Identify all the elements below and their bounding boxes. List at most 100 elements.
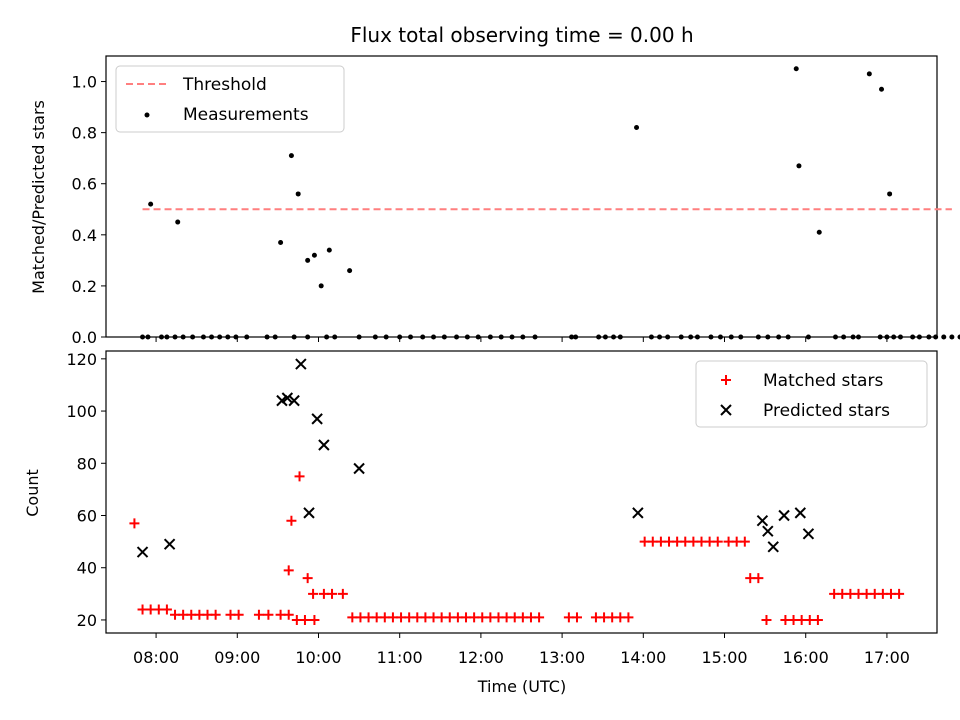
x-axis-label: Time (UTC) <box>477 677 566 696</box>
measurement-point <box>278 239 284 245</box>
x-tick-label: 14:00 <box>620 648 666 667</box>
measurement-point <box>200 334 206 340</box>
matched-point <box>129 518 140 529</box>
predicted-point <box>295 358 307 370</box>
measurement-point <box>949 334 955 340</box>
measurement-point <box>520 334 526 340</box>
legend-predicted-label: Predicted stars <box>763 401 890 421</box>
measurement-point <box>324 334 330 340</box>
top-y-axis-label: Matched/Predicted stars <box>29 100 48 294</box>
measurement-point <box>326 247 332 253</box>
measurement-point <box>611 334 617 340</box>
matched-point <box>309 614 320 625</box>
measurement-point <box>498 334 504 340</box>
measurement-point <box>288 153 294 159</box>
y-tick-label: 120 <box>66 350 97 369</box>
matched-point <box>308 588 319 599</box>
matched-point <box>753 573 764 584</box>
matched-point <box>299 614 310 625</box>
measurement-point <box>776 334 782 340</box>
legend-box <box>695 360 928 428</box>
matched-point <box>327 588 338 599</box>
measurement-point <box>175 219 181 225</box>
measurement-point <box>678 334 684 340</box>
measurement-point <box>172 334 178 340</box>
measurement-point <box>866 71 872 77</box>
x-tick-label: 15:00 <box>701 648 747 667</box>
measurement-point <box>957 334 960 340</box>
matched-point <box>286 515 297 526</box>
matched-point <box>253 609 264 620</box>
measurement-point <box>879 86 885 92</box>
predicted-point <box>802 528 815 540</box>
measurement-point <box>796 163 802 169</box>
measurement-point <box>532 334 538 340</box>
measurement-point <box>180 334 186 340</box>
matched-point <box>283 565 294 576</box>
measurement-point <box>295 191 301 197</box>
plot-frame <box>105 350 938 634</box>
predicted-point <box>353 462 365 475</box>
matched-point <box>712 536 723 547</box>
measurement-point <box>573 334 579 340</box>
measurement-point <box>694 334 700 340</box>
y-tick-label: 0.0 <box>72 328 97 347</box>
matched-point <box>283 609 294 620</box>
measurement-point <box>158 334 164 340</box>
predicted-point <box>281 392 294 404</box>
matched-point <box>761 614 772 625</box>
matched-point <box>210 609 221 620</box>
y-tick-label: 0.8 <box>72 124 97 143</box>
predicted-point <box>632 507 644 519</box>
predicted-point <box>303 507 315 519</box>
measurement-point <box>291 334 297 340</box>
measurement-point <box>441 334 447 340</box>
matched-point <box>263 609 274 620</box>
x-tick-label: 17:00 <box>864 648 910 667</box>
legend-matched-label: Matched stars <box>763 371 883 391</box>
measurement-point <box>244 334 250 340</box>
matched-point <box>302 573 313 584</box>
x-tick-label: 13:00 <box>539 648 585 667</box>
chart-title: Flux total observing time = 0.00 h <box>350 23 693 47</box>
measurement-point <box>755 334 761 340</box>
matched-point <box>571 612 582 623</box>
measurement-point <box>884 334 890 340</box>
measurement-point <box>708 334 714 340</box>
measurement-point <box>383 334 389 340</box>
measurement-point <box>464 334 470 340</box>
legend-threshold-label: Threshold <box>182 75 267 95</box>
matched-point <box>294 471 305 482</box>
measurement-point <box>910 334 916 340</box>
measurement-point <box>209 334 215 340</box>
x-tick-label: 11:00 <box>377 648 423 667</box>
x-tick-label: 08:00 <box>133 648 179 667</box>
measurement-point <box>509 334 515 340</box>
measurement-point <box>475 334 481 340</box>
measurement-point <box>225 334 231 340</box>
legend: Threshold Measurements <box>115 65 345 133</box>
measurement-point <box>933 334 939 340</box>
measurement-point <box>688 334 694 340</box>
measurement-point <box>765 334 771 340</box>
measurement-point <box>332 334 338 340</box>
matched-point <box>534 612 545 623</box>
bottom-y-axis-label: Count <box>23 469 42 517</box>
measurement-point <box>408 334 414 340</box>
measurement-point <box>217 334 223 340</box>
measurement-point <box>648 334 654 340</box>
y-tick-label: 0.2 <box>72 277 97 296</box>
y-tick-label: 20 <box>77 611 97 630</box>
matched-point <box>812 614 823 625</box>
measurement-point <box>738 334 744 340</box>
predicted-point <box>762 525 774 537</box>
measurement-point <box>164 334 170 340</box>
measurement-point <box>850 334 856 340</box>
measurement-point <box>717 334 723 340</box>
measurement-point <box>793 66 799 72</box>
measurement-point <box>887 191 893 197</box>
measurement-point <box>431 334 437 340</box>
x-tick-label: 16:00 <box>783 648 829 667</box>
measurement-point <box>148 201 154 207</box>
